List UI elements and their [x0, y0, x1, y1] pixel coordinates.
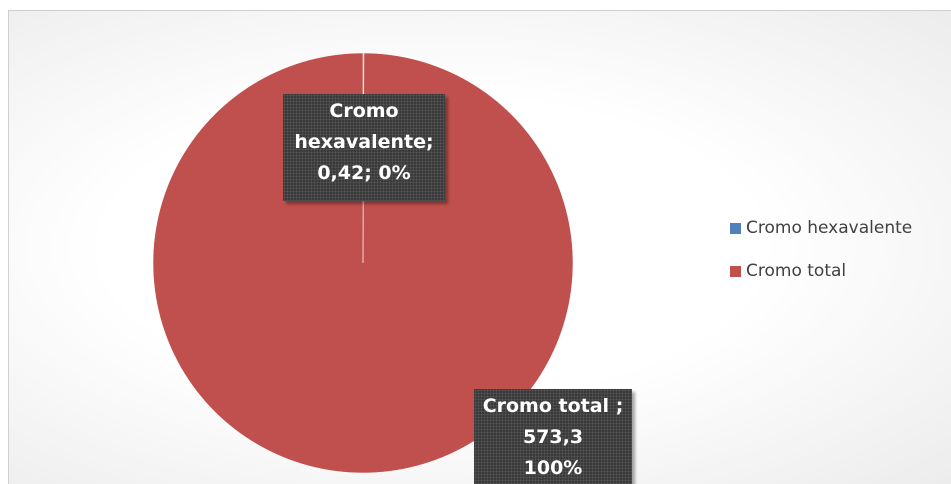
data-label: Cromo total ; 573,3 100%	[474, 389, 632, 484]
chart	[152, 52, 574, 474]
legend-swatch	[730, 265, 741, 277]
data-label: Cromo hexavalente; 0,42; 0%	[283, 94, 445, 201]
pie-slice	[152, 52, 574, 474]
legend-entry: Cromo total	[730, 261, 846, 281]
legend-label: Cromo total	[746, 261, 847, 281]
legend-swatch	[730, 222, 741, 234]
chart-area: Cromo hexavalente; 0,42; 0% Cromo total …	[8, 10, 951, 484]
legend-label: Cromo hexavalente	[746, 218, 913, 238]
legend-entry: Cromo hexavalente	[730, 218, 912, 238]
